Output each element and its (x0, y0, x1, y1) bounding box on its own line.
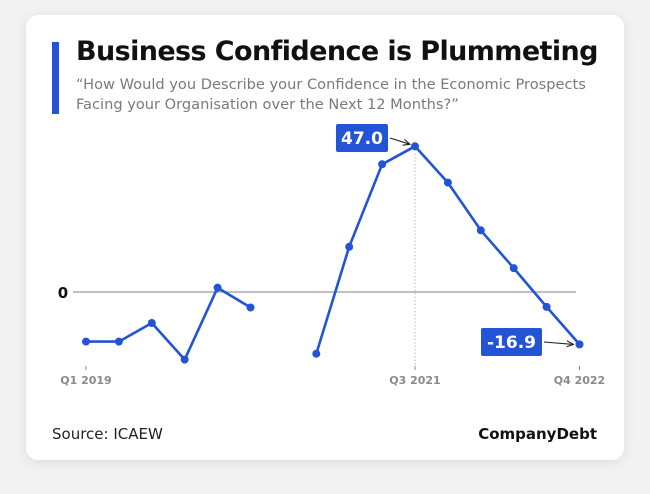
annotation-arrow (389, 137, 410, 144)
data-point (476, 226, 485, 235)
annotation-label-text: 47.0 (341, 129, 383, 149)
data-point (180, 355, 189, 364)
x-tick-label: Q4 2022 (554, 374, 605, 387)
data-point (147, 319, 156, 327)
series-line-segment (84, 286, 252, 361)
annotation-label-text: -16.9 (487, 333, 536, 353)
x-tick-label: Q3 2021 (389, 374, 440, 387)
title-accent-bar (52, 42, 59, 114)
data-point (345, 242, 354, 251)
annotation-arrow (543, 342, 574, 344)
source-note: Source: ICAEW (52, 425, 163, 443)
data-point (509, 264, 518, 273)
data-point (542, 302, 551, 311)
x-tick-label: Q1 2019 (60, 374, 111, 387)
data-point (114, 337, 123, 346)
annotation-label-box (336, 124, 388, 152)
data-point (213, 283, 222, 292)
data-point (443, 178, 452, 187)
chart-subtitle: “How Would you Describe your Confidence … (76, 76, 586, 113)
data-point (575, 340, 584, 349)
series-line-segment (315, 145, 581, 355)
data-point (411, 142, 419, 151)
data-point (312, 349, 321, 358)
chart-title: Business Confidence is Plummeting (76, 36, 598, 67)
data-point (82, 337, 90, 346)
brand-logo-text: CompanyDebt (478, 425, 597, 443)
data-point (378, 160, 387, 169)
chart-card (26, 15, 624, 460)
data-point (246, 303, 255, 312)
annotation-label-box (481, 328, 542, 356)
zero-tick-label: 0 (58, 284, 68, 302)
